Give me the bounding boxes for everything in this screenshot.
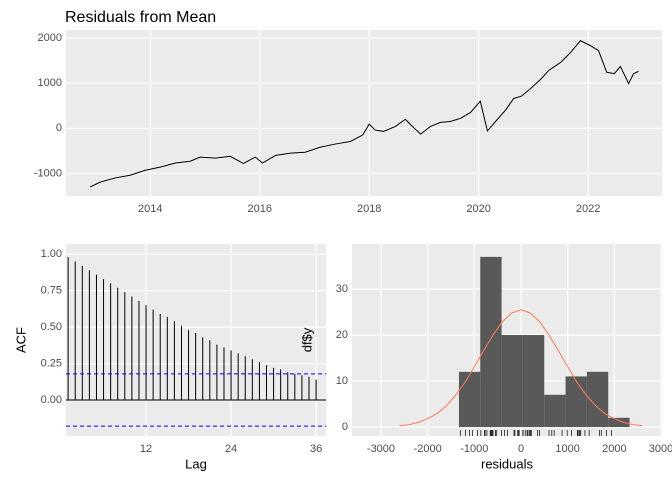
x-tick-label: 0 [518,443,524,455]
x-tick-label: 2018 [357,203,381,215]
histogram-bar [501,335,523,427]
x-tick-label: 24 [225,443,237,455]
y-tick-label: 0 [56,122,62,134]
x-tick-label: 2014 [138,203,162,215]
y-tick-label: 10 [336,375,348,387]
y-axis-label: ACF [13,327,28,353]
histogram-bar [458,371,481,427]
panel [66,30,662,196]
x-tick-label: 1000 [555,443,579,455]
x-tick-label: 2020 [466,203,490,215]
y-axis-label: df$y [299,327,314,352]
x-axis-label: Lag [185,456,207,471]
x-tick-label: -2000 [414,443,442,455]
residual-line [89,40,639,188]
histogram-bar [522,335,545,427]
histogram-bar [565,376,587,427]
x-tick-label: 2022 [576,203,600,215]
histogram-bar [480,256,502,427]
y-tick-label: 0 [342,421,348,433]
chart-title: Residuals from Mean [65,9,216,26]
x-tick-label: -1000 [460,443,488,455]
x-tick-label: 12 [140,443,152,455]
x-tick-label: 3000 [649,443,672,455]
y-tick-label: 0.00 [41,394,62,406]
histogram-bar [544,394,566,427]
y-tick-label: 1000 [38,77,62,89]
y-tick-label: 0.75 [41,285,62,297]
y-tick-label: 2000 [38,32,62,44]
y-tick-label: 30 [336,283,348,295]
y-tick-label: 1.00 [41,248,62,260]
histogram-bar [586,371,609,427]
x-tick-label: 2016 [247,203,271,215]
x-tick-label: 36 [310,443,322,455]
x-axis-label: residuals [481,456,534,471]
x-tick-label: 2000 [602,443,626,455]
y-tick-label: 0.25 [41,357,62,369]
histogram-bar [608,417,630,427]
y-tick-label: -1000 [34,167,62,179]
x-tick-label: -3000 [367,443,395,455]
y-tick-label: 0.50 [41,321,62,333]
y-tick-label: 20 [336,329,348,341]
density-curve [399,309,643,427]
